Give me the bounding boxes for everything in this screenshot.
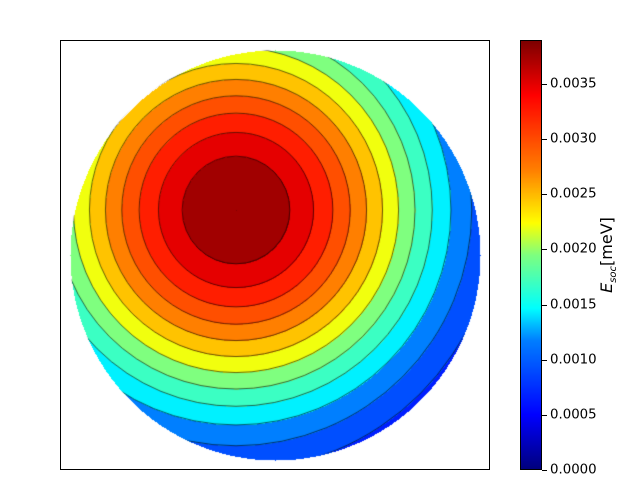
colorbar-tick (542, 415, 547, 416)
colorbar-tick (542, 249, 547, 250)
colorbar-label-subscript: soc (608, 266, 619, 283)
colorbar: Esoc[meV] 0.00000.00050.00100.00150.0020… (520, 40, 542, 470)
colorbar-tick (542, 194, 547, 195)
colorbar-tick-label: 0.0020 (550, 242, 597, 257)
contour-plot (61, 41, 489, 469)
colorbar-tick-label: 0.0035 (550, 77, 597, 92)
colorbar-tick-label: 0.0005 (550, 407, 597, 422)
colorbar-tick-label: 0.0015 (550, 297, 597, 312)
colorbar-tick (542, 84, 547, 85)
colorbar-tick-label: 0.0025 (550, 187, 597, 202)
colorbar-tick-label: 0.0010 (550, 352, 597, 367)
colorbar-label-symbol: E (597, 283, 616, 293)
colorbar-tick (542, 139, 547, 140)
figure: Esoc[meV] 0.0000 0.0005 0.0010 0.0015 0.0020… (0, 0, 625, 500)
colorbar-tick-label: 0.0030 (550, 132, 597, 147)
colorbar-label-unit: [meV] (597, 217, 616, 266)
colorbar-tick-label: 0.0000 (550, 463, 597, 478)
colorbar-tick (542, 305, 547, 306)
colorbar-tick (542, 360, 547, 361)
colorbar-axis-label: Esoc[meV] (597, 217, 619, 293)
colorbar-gradient (520, 40, 542, 470)
colorbar-tick (542, 470, 547, 471)
